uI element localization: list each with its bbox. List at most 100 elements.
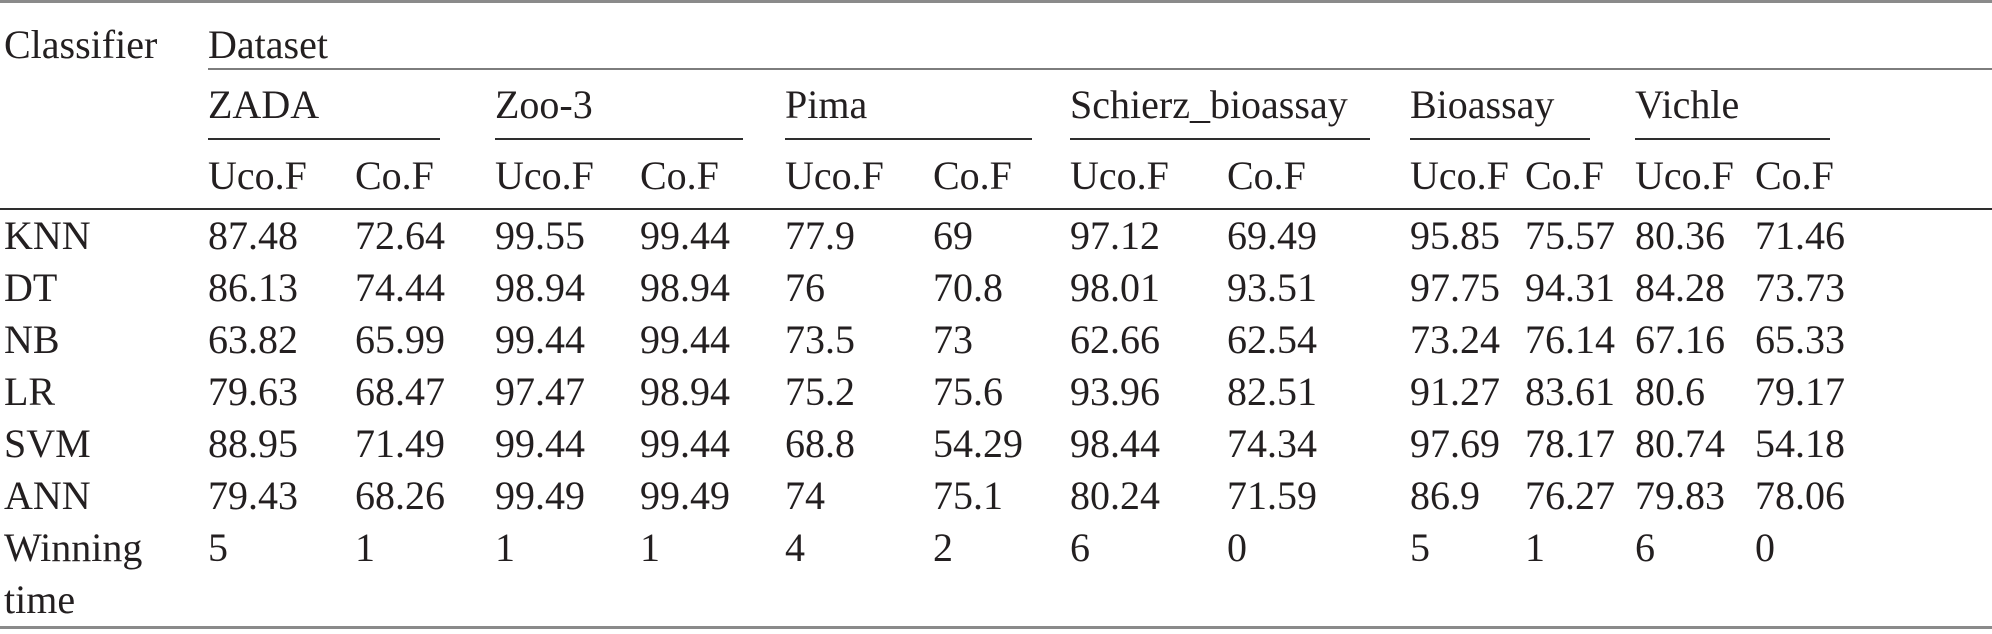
subheader-cell: Co.F [1227,140,1410,210]
cell: 65.33 [1755,317,1845,362]
cell: 62.66 [1070,317,1160,362]
cell: 83.61 [1525,369,1615,414]
cell: 4 [785,525,805,570]
subheader-cell: Uco.F [1070,140,1227,210]
cell: 68.47 [355,369,445,414]
cell: 98.01 [1070,265,1160,310]
cell: 73.24 [1410,317,1500,362]
cell: 80.74 [1635,421,1725,466]
subheader-cell: Uco.F [785,140,933,210]
row-label: SVM [4,421,91,466]
cell: 54.18 [1755,421,1845,466]
cell: 63.82 [208,317,298,362]
dataset-group-zoo-3: Zoo-3 [495,69,785,140]
cell: 69.49 [1227,213,1317,258]
table-row-svm: SVM 88.95 71.49 99.44 99.44 68.8 54.29 9… [0,418,1992,470]
cell: 95.85 [1410,213,1500,258]
cell: 99.44 [640,317,730,362]
cell: 1 [495,525,515,570]
cell: 87.48 [208,213,298,258]
classifier-column-header: Classifier [0,1,208,210]
cell: 68.8 [785,421,855,466]
subheader-cell: Co.F [1525,140,1635,210]
cell: 76.14 [1525,317,1615,362]
row-label: DT [4,265,58,310]
cell: 97.75 [1410,265,1500,310]
cell: 86.13 [208,265,298,310]
dataset-group-schierz-bioassay: Schierz_bioassay [1070,69,1410,140]
cell: 2 [933,525,953,570]
dataset-group-label: Zoo-3 [495,82,743,140]
cell: 78.17 [1525,421,1615,466]
table-row-ann: ANN 79.43 68.26 99.49 99.49 74 75.1 80.2… [0,470,1992,522]
cell: 78.06 [1755,473,1845,518]
cell: 70.8 [933,265,1003,310]
cell: 80.36 [1635,213,1725,258]
row-label: ANN [4,473,91,518]
row-label: Winning time [4,525,143,622]
cell: 6 [1635,525,1655,570]
dataset-group-vichle: Vichle [1635,69,1992,140]
cell: 80.24 [1070,473,1160,518]
subheader-cell: Co.F [1755,140,1992,210]
cell: 6 [1070,525,1090,570]
dataset-group-bioassay: Bioassay [1410,69,1635,140]
cell: 86.9 [1410,473,1480,518]
cell: 97.47 [495,369,585,414]
cell: 67.16 [1635,317,1725,362]
subheader-cell: Co.F [933,140,1070,210]
cell: 73.73 [1755,265,1845,310]
dataset-group-label: ZADA [208,82,440,140]
cell: 98.44 [1070,421,1160,466]
cell: 98.94 [495,265,585,310]
cell: 54.29 [933,421,1023,466]
cell: 99.49 [640,473,730,518]
table-row-winning-time: Winning time 5 1 1 1 4 2 6 0 5 1 6 0 [0,522,1992,628]
cell: 71.59 [1227,473,1317,518]
cell: 72.64 [355,213,445,258]
dataset-group-zada: ZADA [208,69,495,140]
cell: 74.44 [355,265,445,310]
dataset-group-label: Bioassay [1410,82,1590,140]
subheader-cell: Co.F [355,140,495,210]
cell: 99.44 [640,213,730,258]
dataset-group-label: Schierz_bioassay [1070,82,1370,140]
cell: 1 [1525,525,1545,570]
cell: 74.34 [1227,421,1317,466]
cell: 73 [933,317,973,362]
dataset-header: Dataset [208,1,1992,70]
cell: 75.1 [933,473,1003,518]
cell: 99.44 [640,421,730,466]
cell: 79.43 [208,473,298,518]
cell: 75.57 [1525,213,1615,258]
cell: 79.17 [1755,369,1845,414]
cell: 1 [640,525,660,570]
subheader-cell: Co.F [640,140,785,210]
row-label: NB [4,317,60,362]
row-label: LR [4,369,56,414]
cell: 94.31 [1525,265,1615,310]
cell: 93.51 [1227,265,1317,310]
cell: 91.27 [1410,369,1500,414]
cell: 99.49 [495,473,585,518]
cell: 75.6 [933,369,1003,414]
cell: 74 [785,473,825,518]
cell: 88.95 [208,421,298,466]
header-row-metrics: Uco.F Co.F Uco.F Co.F Uco.F Co.F Uco.F C… [0,140,1992,210]
dataset-group-label: Vichle [1635,82,1830,140]
cell: 1 [355,525,375,570]
cell: 99.44 [495,421,585,466]
cell: 99.44 [495,317,585,362]
table-row-dt: DT 86.13 74.44 98.94 98.94 76 70.8 98.01… [0,262,1992,314]
cell: 99.55 [495,213,585,258]
cell: 98.94 [640,265,730,310]
cell: 5 [208,525,228,570]
cell: 75.2 [785,369,855,414]
cell: 97.12 [1070,213,1160,258]
cell: 97.69 [1410,421,1500,466]
cell: 69 [933,213,973,258]
row-label: KNN [4,213,91,258]
subheader-cell: Uco.F [1410,140,1525,210]
subheader-cell: Uco.F [208,140,355,210]
